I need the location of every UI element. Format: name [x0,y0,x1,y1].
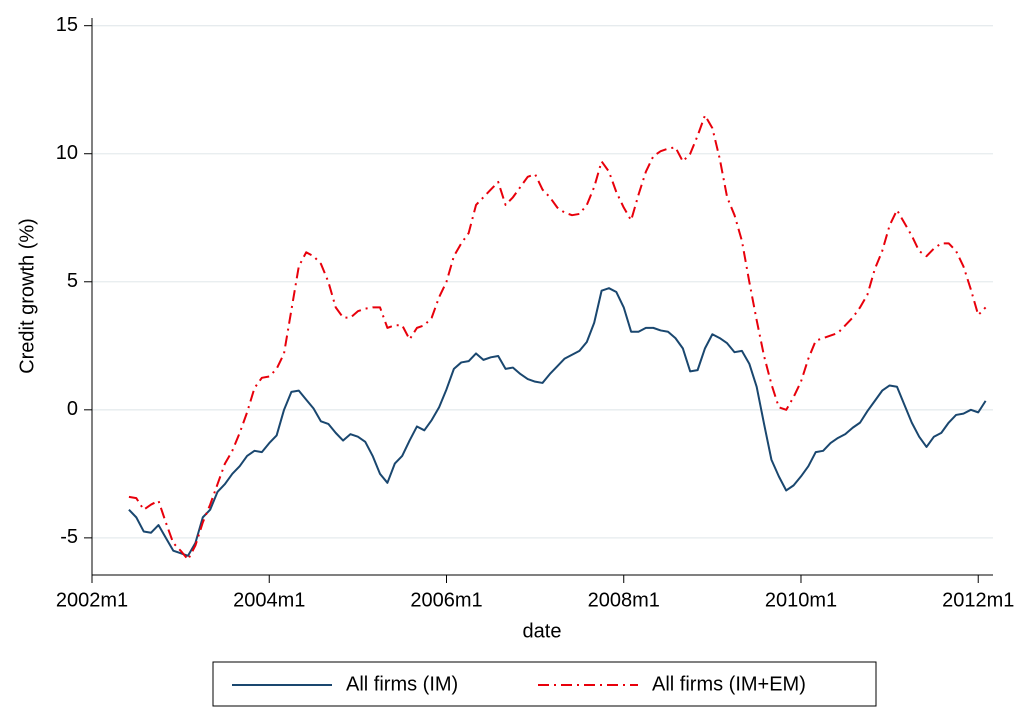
x-tick-label: 2004m1 [233,589,305,611]
x-tick-label: 2012m1 [942,589,1014,611]
x-tick-label: 2006m1 [410,589,482,611]
legend-box [212,661,877,707]
y-tick-label: 5 [67,270,78,292]
y-tick-label: 15 [56,14,78,36]
x-axis-title: date [523,620,562,642]
series-line [128,114,987,561]
y-tick-label: -5 [60,526,78,548]
series-line [128,287,987,557]
legend-label: All firms (IM) [346,673,458,695]
legend-label: All firms (IM+EM) [652,673,806,695]
y-axis-title: Credit growth (%) [16,218,38,374]
x-tick-label: 2010m1 [765,589,837,611]
y-tick-label: 0 [67,398,78,420]
x-tick-label: 2002m1 [56,589,128,611]
y-tick-label: 10 [56,142,78,164]
x-tick-label: 2008m1 [588,589,660,611]
